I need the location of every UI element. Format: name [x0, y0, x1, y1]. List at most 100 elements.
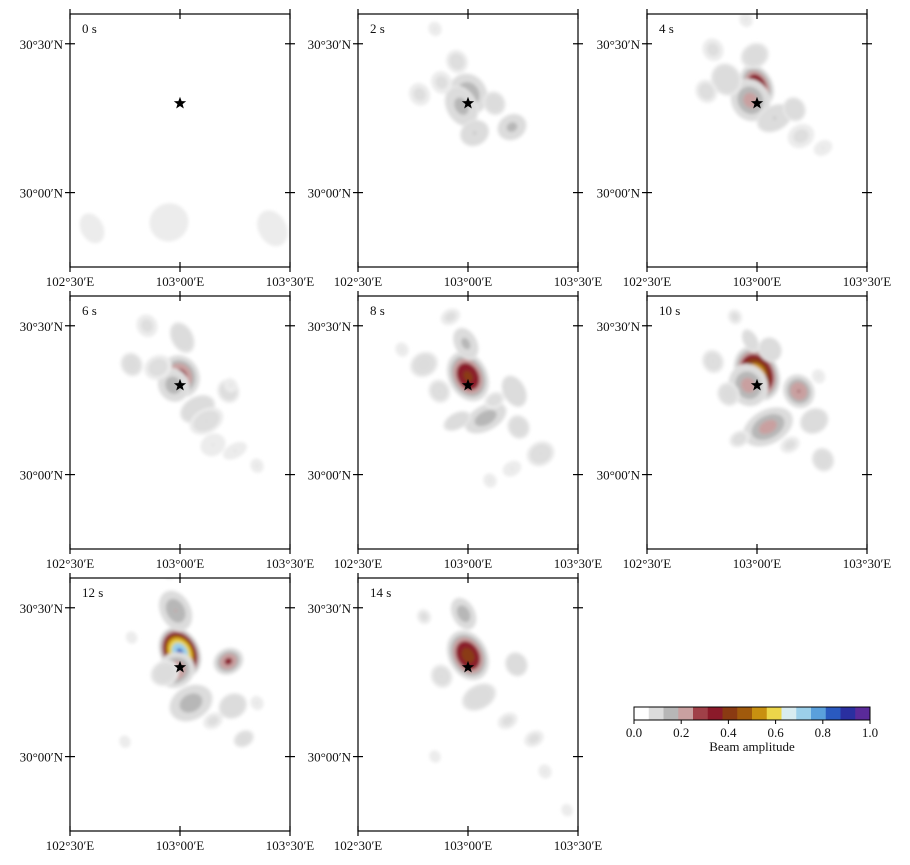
- beam-blob: [409, 83, 431, 106]
- contour-level: [725, 78, 728, 81]
- epicenter-star-icon: [461, 96, 475, 109]
- x-tick-label: 102°30′E: [334, 274, 383, 289]
- panel-5: 102°30′E 103°00′E 103°30′E 30°30′N 30°00′N 10…: [597, 291, 892, 571]
- epicenter-star-icon: [750, 96, 764, 109]
- contour-level: [501, 716, 514, 726]
- contour-level: [179, 693, 203, 713]
- beam-field: [395, 308, 555, 488]
- x-tick-label: 103°00′E: [444, 274, 493, 289]
- beam-blob: [502, 460, 522, 477]
- contour-level: [539, 452, 542, 455]
- beam-blob: [813, 140, 833, 156]
- x-tick-label: 102°30′E: [46, 556, 95, 571]
- panel-time-label: 12 s: [82, 585, 103, 600]
- epicenter-star-icon: [461, 378, 475, 391]
- panel-time-label: 2 s: [370, 21, 385, 36]
- contour-level: [455, 419, 459, 423]
- contour-level: [474, 409, 497, 427]
- beam-field: [119, 578, 264, 748]
- colorbar-segment: [648, 707, 664, 720]
- beam-blob: [702, 38, 724, 62]
- contour-level: [487, 394, 502, 407]
- contour-level: [711, 360, 715, 363]
- beam-blob: [695, 79, 718, 104]
- beam-blob: [717, 382, 740, 407]
- beam-blob: [501, 375, 528, 408]
- contour-level: [463, 370, 473, 382]
- contour-level: [413, 87, 426, 101]
- contour-level: [125, 631, 138, 644]
- colorbar-tick-label: 0.8: [815, 725, 831, 740]
- x-tick-label: 103°00′E: [444, 838, 493, 853]
- contour-level: [730, 312, 740, 322]
- beam-blob: [428, 21, 442, 36]
- panel-time-label: 0 s: [82, 21, 97, 36]
- contour-level: [817, 375, 820, 378]
- beam-blob: [429, 750, 441, 763]
- beam-blob: [395, 342, 409, 357]
- beam-blob: [740, 42, 770, 69]
- contour-level: [239, 735, 249, 743]
- contour-level: [435, 75, 448, 89]
- contour-level: [140, 319, 154, 333]
- contour-level: [449, 53, 465, 70]
- contour-level: [821, 146, 825, 150]
- y-tick-label: 30°00′N: [20, 186, 64, 201]
- beam-blob: [483, 473, 497, 488]
- epicenter-star-icon: [750, 378, 764, 391]
- y-tick-label: 30°00′N: [597, 186, 641, 201]
- panel-time-label: 8 s: [370, 303, 385, 318]
- panel-2: 102°30′E 103°00′E 103°30′E 30°30′N 30°00′N 4 …: [597, 9, 891, 289]
- contour-level: [444, 312, 457, 322]
- contour-level: [759, 419, 777, 435]
- contour-level: [231, 704, 235, 708]
- beam-blob: [223, 441, 247, 460]
- colorbar-segment: [678, 707, 694, 720]
- contour-level: [749, 339, 752, 342]
- contour-level: [174, 609, 177, 612]
- beam-blob: [782, 96, 807, 122]
- beam-blob: [504, 651, 529, 677]
- colorbar-tick-label: 0.6: [767, 725, 784, 740]
- x-tick-label: 102°30′E: [623, 556, 672, 571]
- x-tick-label: 103°00′E: [444, 556, 493, 571]
- colorbar-segment: [840, 707, 856, 720]
- beam-blob: [200, 433, 226, 457]
- contour-level: [207, 716, 219, 726]
- panel-0: 102°30′E 103°00′E 103°30′E 30°30′N 30°00′N 0 …: [20, 9, 314, 289]
- x-tick-label: 103°30′E: [843, 556, 892, 571]
- colorbar-segment: [781, 707, 797, 720]
- beam-blob: [787, 123, 815, 149]
- y-tick-label: 30°00′N: [597, 468, 641, 483]
- y-tick-label: 30°30′N: [20, 601, 64, 616]
- colorbar-tick-label: 0.0: [626, 725, 642, 740]
- y-tick-label: 30°30′N: [597, 37, 641, 52]
- beam-blob: [782, 374, 815, 409]
- x-tick-label: 103°30′E: [554, 838, 603, 853]
- contour-level: [741, 377, 756, 393]
- beam-blob: [79, 213, 105, 244]
- contour-level: [561, 804, 573, 817]
- contour-level: [512, 420, 525, 434]
- beam-field: [409, 21, 527, 147]
- colorbar-segment: [752, 707, 768, 720]
- contour-level: [456, 605, 471, 623]
- colorbar-segment: [796, 707, 812, 720]
- colorbar-segments: [634, 707, 871, 720]
- contour-level: [488, 479, 492, 482]
- contour-level: [149, 203, 189, 242]
- x-tick-label: 102°30′E: [334, 838, 383, 853]
- contour-level: [763, 342, 777, 357]
- beam-blob: [799, 407, 829, 435]
- colorbar-tick-label: 1.0: [862, 725, 878, 740]
- contour-level: [515, 663, 518, 666]
- contour-level: [461, 647, 475, 664]
- contour-level: [473, 131, 476, 135]
- beam-blob: [811, 369, 826, 384]
- beam-blob: [203, 712, 223, 730]
- beam-field: [120, 314, 264, 473]
- y-tick-label: 30°00′N: [308, 750, 352, 765]
- beam-blob: [701, 349, 725, 374]
- beam-blob: [409, 351, 439, 378]
